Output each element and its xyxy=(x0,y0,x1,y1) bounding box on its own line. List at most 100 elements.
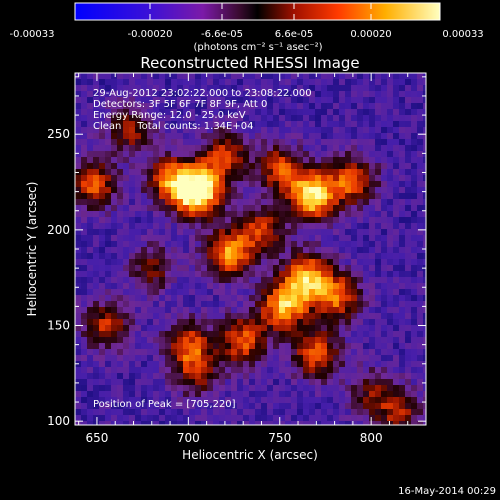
heatmap-cell xyxy=(219,151,225,157)
heatmap-cell xyxy=(267,103,273,109)
heatmap-cell xyxy=(87,361,93,367)
heatmap-cell xyxy=(411,151,417,157)
heatmap-cell xyxy=(81,397,87,403)
heatmap-cell xyxy=(417,355,423,361)
colorbar-units: (photons cm⁻² s⁻¹ asec⁻²) xyxy=(193,42,322,53)
heatmap-cell xyxy=(279,229,285,235)
heatmap-cell xyxy=(399,109,405,115)
heatmap-cell xyxy=(339,97,345,103)
heatmap-cell xyxy=(375,349,381,355)
heatmap-cell xyxy=(243,367,249,373)
heatmap-cell xyxy=(333,325,339,331)
heatmap-cell xyxy=(231,79,237,85)
heatmap-cell xyxy=(345,181,351,187)
heatmap-cell xyxy=(291,277,297,283)
heatmap-cell xyxy=(399,331,405,337)
heatmap-cell xyxy=(315,121,321,127)
heatmap-cell xyxy=(75,241,81,247)
heatmap-cell xyxy=(375,409,381,415)
heatmap-cell xyxy=(285,361,291,367)
heatmap-cell xyxy=(369,169,375,175)
heatmap-cell xyxy=(87,241,93,247)
heatmap-cell xyxy=(285,97,291,103)
heatmap-cell xyxy=(153,421,159,425)
heatmap-cell xyxy=(303,265,309,271)
heatmap-cell xyxy=(381,367,387,373)
heatmap-cell xyxy=(297,121,303,127)
heatmap-cell xyxy=(99,349,105,355)
heatmap-cell xyxy=(405,277,411,283)
heatmap-cell xyxy=(195,337,201,343)
heatmap-cell xyxy=(129,337,135,343)
heatmap-cell xyxy=(255,265,261,271)
heatmap-cell xyxy=(183,349,189,355)
heatmap-cell xyxy=(135,121,141,127)
heatmap-cell xyxy=(369,85,375,91)
heatmap-cell xyxy=(123,331,129,337)
heatmap-cell xyxy=(417,421,423,425)
heatmap-cell xyxy=(129,259,135,265)
heatmap-cell xyxy=(99,403,105,409)
heatmap-cell xyxy=(393,367,399,373)
heatmap-cell xyxy=(219,421,225,425)
heatmap-cell xyxy=(225,277,231,283)
heatmap-cell xyxy=(405,397,411,403)
heatmap-cell xyxy=(81,319,87,325)
heatmap-cell xyxy=(375,115,381,121)
heatmap-cell xyxy=(93,97,99,103)
heatmap-cell xyxy=(135,187,141,193)
heatmap-cell xyxy=(321,169,327,175)
heatmap-cell xyxy=(111,415,117,421)
heatmap-cell xyxy=(339,295,345,301)
heatmap-cell xyxy=(243,409,249,415)
heatmap-cell xyxy=(333,379,339,385)
heatmap-cell xyxy=(399,277,405,283)
heatmap-cell xyxy=(123,163,129,169)
heatmap-cell xyxy=(129,307,135,313)
heatmap-cell xyxy=(213,277,219,283)
heatmap-cell xyxy=(177,121,183,127)
heatmap-cell xyxy=(417,277,423,283)
heatmap-cell xyxy=(285,157,291,163)
heatmap-cell xyxy=(129,229,135,235)
y-tick-label: 200 xyxy=(47,223,70,237)
heatmap-cell xyxy=(405,259,411,265)
heatmap-cell xyxy=(105,73,111,79)
heatmap-cell xyxy=(213,127,219,133)
heatmap-cell xyxy=(345,403,351,409)
heatmap-cell xyxy=(135,97,141,103)
heatmap-cell xyxy=(315,229,321,235)
heatmap-cell xyxy=(99,175,105,181)
heatmap-cell xyxy=(87,283,93,289)
heatmap-cell xyxy=(309,349,315,355)
heatmap-cell xyxy=(189,337,195,343)
heatmap-cell xyxy=(207,217,213,223)
heatmap-cell xyxy=(237,283,243,289)
heatmap-cell xyxy=(243,337,249,343)
heatmap-cell xyxy=(201,337,207,343)
heatmap-cell xyxy=(201,193,207,199)
heatmap-cell xyxy=(327,193,333,199)
heatmap-cell xyxy=(255,325,261,331)
y-tick-label: 250 xyxy=(47,127,70,141)
heatmap-cell xyxy=(309,139,315,145)
heatmap-cell xyxy=(303,139,309,145)
heatmap-cell xyxy=(291,133,297,139)
heatmap-cell xyxy=(147,301,153,307)
heatmap-cell xyxy=(381,313,387,319)
heatmap-cell xyxy=(363,253,369,259)
heatmap-cell xyxy=(177,277,183,283)
heatmap-cell xyxy=(405,229,411,235)
heatmap-cell xyxy=(381,271,387,277)
heatmap-cell xyxy=(201,253,207,259)
heatmap-cell xyxy=(381,187,387,193)
heatmap-cell xyxy=(243,247,249,253)
heatmap-cell xyxy=(111,295,117,301)
heatmap-cell xyxy=(135,331,141,337)
heatmap-cell xyxy=(207,199,213,205)
heatmap-cell xyxy=(375,217,381,223)
heatmap-cell xyxy=(105,199,111,205)
heatmap-cell xyxy=(327,211,333,217)
heatmap-cell xyxy=(291,373,297,379)
heatmap-cell xyxy=(291,163,297,169)
